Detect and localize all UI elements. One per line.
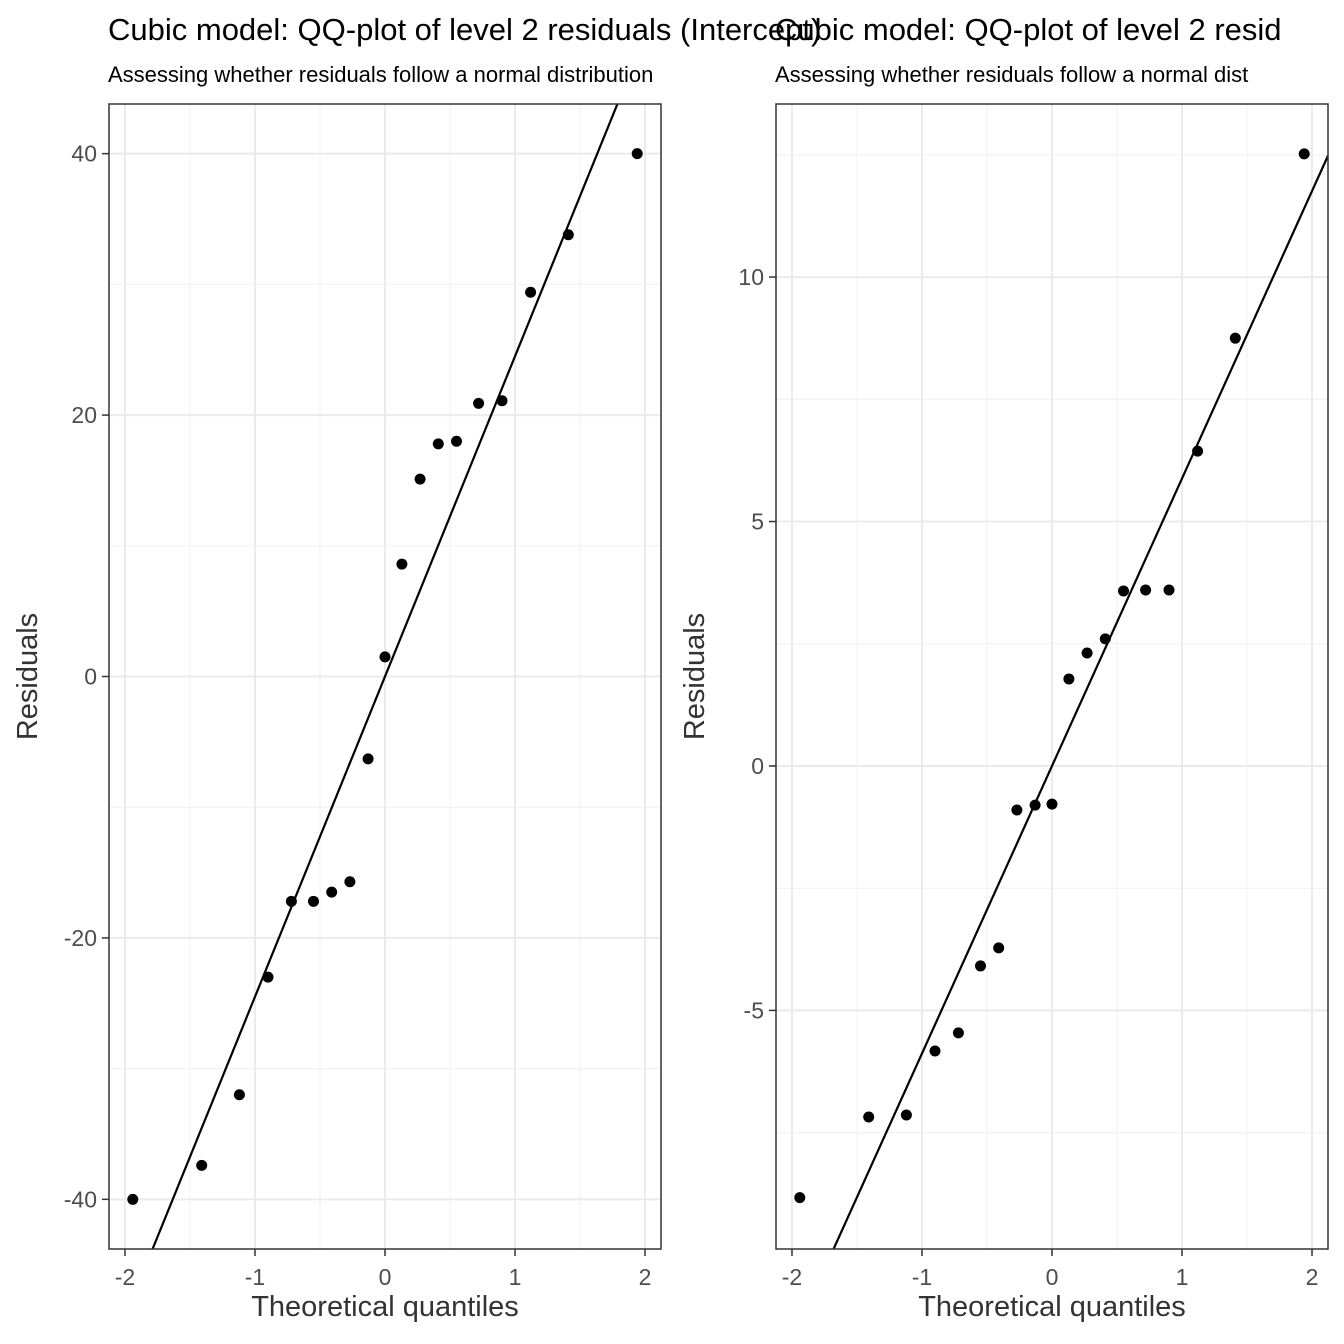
reference-line xyxy=(832,155,1328,1249)
point xyxy=(1099,633,1111,645)
point xyxy=(1140,584,1152,596)
point xyxy=(344,876,356,888)
x-axis-title: Theoretical quantiles xyxy=(918,1291,1186,1323)
x-tick-label: 2 xyxy=(639,1264,652,1290)
y-tick-label: 20 xyxy=(71,402,97,428)
y-tick-label: 40 xyxy=(71,141,97,167)
point xyxy=(562,229,574,241)
x-tick-label: -1 xyxy=(912,1264,932,1290)
point xyxy=(1011,804,1023,816)
point xyxy=(307,895,319,907)
point xyxy=(863,1111,875,1123)
point xyxy=(414,473,426,485)
point xyxy=(196,1159,208,1171)
point xyxy=(631,148,643,160)
point xyxy=(451,435,463,447)
x-tick-label: -2 xyxy=(782,1264,802,1290)
y-tick-label: 0 xyxy=(84,664,97,690)
y-axis-title: Residuals xyxy=(679,613,711,740)
point xyxy=(262,971,274,983)
x-tick-label: -2 xyxy=(115,1264,135,1290)
point xyxy=(974,960,986,972)
point xyxy=(432,438,444,450)
point xyxy=(379,651,391,663)
point xyxy=(127,1193,139,1205)
point xyxy=(1063,673,1075,685)
y-tick-label: 10 xyxy=(738,264,764,290)
panel: -2 -1 0 1 2 -5 0 5 10 Theoretical quantiles Residu… xyxy=(679,62,1329,1323)
point xyxy=(233,1089,245,1101)
y-tick-label: 0 xyxy=(751,753,764,779)
chart-subtitle: Assessing whether residuals follow a nor… xyxy=(108,62,653,87)
point xyxy=(929,1045,941,1057)
x-tick-label: 0 xyxy=(1046,1264,1059,1290)
y-axis-title: Residuals xyxy=(12,613,44,740)
chart-title: Cubic model: QQ-plot of level 2 resid xyxy=(775,12,1282,47)
x-tick-label: -1 xyxy=(245,1264,265,1290)
panel-border xyxy=(775,103,1329,1250)
point xyxy=(396,558,408,570)
x-tick-label: 0 xyxy=(379,1264,392,1290)
point xyxy=(993,942,1005,954)
panel-border xyxy=(108,103,662,1250)
point xyxy=(525,286,537,298)
point xyxy=(1163,584,1175,596)
point xyxy=(1046,798,1058,810)
point xyxy=(1029,799,1041,811)
x-tick-label: 1 xyxy=(1176,1264,1189,1290)
point xyxy=(1229,332,1241,344)
reference-line xyxy=(151,104,619,1249)
point xyxy=(1118,585,1130,597)
y-tick-label: -20 xyxy=(64,925,97,951)
point xyxy=(326,886,338,898)
panel: -2 -1 0 1 2 -40 -20 0 20 40 Theoretical quantiles R… xyxy=(12,62,662,1323)
x-tick-label: 2 xyxy=(1306,1264,1319,1290)
point xyxy=(1298,148,1310,160)
x-tick-label: 1 xyxy=(509,1264,522,1290)
point xyxy=(362,753,374,765)
point xyxy=(1081,647,1093,659)
y-tick-label: -40 xyxy=(64,1186,97,1212)
point xyxy=(900,1109,912,1121)
point xyxy=(496,395,508,407)
chart-title: Cubic model: QQ-plot of level 2 residual… xyxy=(108,12,821,47)
chart-subtitle: Assessing whether residuals follow a nor… xyxy=(775,62,1248,87)
y-tick-label: 5 xyxy=(751,509,764,535)
point xyxy=(1192,445,1204,457)
point xyxy=(794,1192,806,1204)
point xyxy=(952,1027,964,1039)
point xyxy=(285,895,297,907)
x-axis-title: Theoretical quantiles xyxy=(251,1291,519,1323)
point xyxy=(473,397,485,409)
y-tick-label: -5 xyxy=(744,997,764,1023)
